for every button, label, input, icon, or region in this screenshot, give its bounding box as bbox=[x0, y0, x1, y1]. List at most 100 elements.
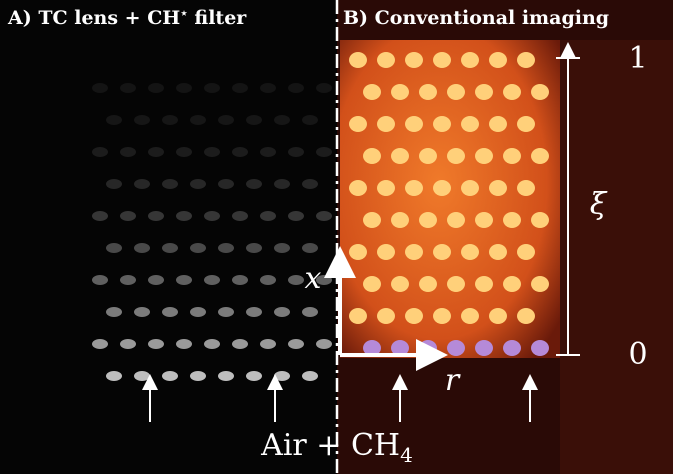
dot bbox=[349, 116, 367, 132]
dot bbox=[433, 308, 451, 324]
dot bbox=[148, 147, 164, 157]
dot bbox=[162, 179, 178, 189]
dot bbox=[461, 180, 479, 196]
dot bbox=[475, 84, 493, 100]
dot bbox=[260, 211, 276, 221]
dot bbox=[218, 179, 234, 189]
dot bbox=[349, 180, 367, 196]
dot bbox=[162, 307, 178, 317]
dot bbox=[503, 276, 521, 292]
dot bbox=[274, 179, 290, 189]
dot bbox=[260, 275, 276, 285]
dot bbox=[260, 147, 276, 157]
dot bbox=[517, 180, 535, 196]
dot bbox=[92, 211, 108, 221]
dot bbox=[232, 275, 248, 285]
dot bbox=[120, 275, 136, 285]
dot bbox=[204, 339, 220, 349]
dot bbox=[489, 308, 507, 324]
dot bbox=[204, 83, 220, 93]
dot bbox=[204, 211, 220, 221]
dot bbox=[106, 243, 122, 253]
dot bbox=[489, 180, 507, 196]
dot bbox=[148, 339, 164, 349]
dot bbox=[288, 147, 304, 157]
dot bbox=[531, 276, 549, 292]
dot bbox=[288, 275, 304, 285]
dot bbox=[419, 276, 437, 292]
dot bbox=[232, 211, 248, 221]
dot bbox=[517, 244, 535, 260]
dot bbox=[316, 211, 332, 221]
dot bbox=[363, 84, 381, 100]
dot bbox=[92, 147, 108, 157]
dot bbox=[162, 243, 178, 253]
dot bbox=[176, 275, 192, 285]
dot bbox=[148, 275, 164, 285]
dot bbox=[461, 244, 479, 260]
dot bbox=[246, 243, 262, 253]
dot bbox=[405, 180, 423, 196]
dot bbox=[274, 243, 290, 253]
dot bbox=[391, 84, 409, 100]
dot bbox=[162, 371, 178, 381]
dot bbox=[433, 116, 451, 132]
dot bbox=[377, 308, 395, 324]
dot bbox=[391, 276, 409, 292]
dot bbox=[503, 148, 521, 164]
xi-bottom-label: 0 bbox=[628, 337, 647, 372]
dot bbox=[190, 307, 206, 317]
dot bbox=[475, 276, 493, 292]
dot bbox=[218, 243, 234, 253]
dot bbox=[461, 308, 479, 324]
dot bbox=[148, 83, 164, 93]
dot bbox=[419, 84, 437, 100]
dot bbox=[302, 307, 318, 317]
dot bbox=[377, 244, 395, 260]
dot bbox=[405, 116, 423, 132]
inlet-label: Air + CH4 bbox=[260, 428, 413, 467]
r-label: r bbox=[445, 363, 461, 398]
xi-label: ξ bbox=[590, 187, 608, 222]
dot bbox=[447, 212, 465, 228]
dot bbox=[260, 83, 276, 93]
dot bbox=[447, 340, 465, 356]
dot bbox=[246, 179, 262, 189]
dot bbox=[204, 275, 220, 285]
dot bbox=[92, 275, 108, 285]
dot bbox=[433, 244, 451, 260]
dot bbox=[176, 147, 192, 157]
figure: A) TC lens + CH⋆ filter B) Conventional … bbox=[0, 0, 673, 474]
dot bbox=[120, 211, 136, 221]
dot bbox=[106, 371, 122, 381]
dot bbox=[162, 115, 178, 125]
dot bbox=[134, 179, 150, 189]
dot bbox=[274, 115, 290, 125]
dot bbox=[489, 52, 507, 68]
dot bbox=[190, 115, 206, 125]
dot bbox=[405, 244, 423, 260]
dot bbox=[447, 276, 465, 292]
wall bbox=[560, 40, 673, 474]
dot bbox=[246, 115, 262, 125]
dot bbox=[120, 83, 136, 93]
dot bbox=[517, 116, 535, 132]
dot bbox=[106, 307, 122, 317]
dot bbox=[419, 212, 437, 228]
dot bbox=[349, 52, 367, 68]
dot bbox=[489, 244, 507, 260]
dot bbox=[288, 83, 304, 93]
dot bbox=[218, 371, 234, 381]
dot bbox=[349, 308, 367, 324]
dot bbox=[503, 84, 521, 100]
dot bbox=[302, 115, 318, 125]
dot bbox=[148, 211, 164, 221]
dot bbox=[120, 339, 136, 349]
dot bbox=[176, 339, 192, 349]
dot bbox=[232, 147, 248, 157]
dot bbox=[92, 83, 108, 93]
dot bbox=[517, 308, 535, 324]
dot bbox=[190, 179, 206, 189]
dot bbox=[447, 84, 465, 100]
dot bbox=[204, 147, 220, 157]
